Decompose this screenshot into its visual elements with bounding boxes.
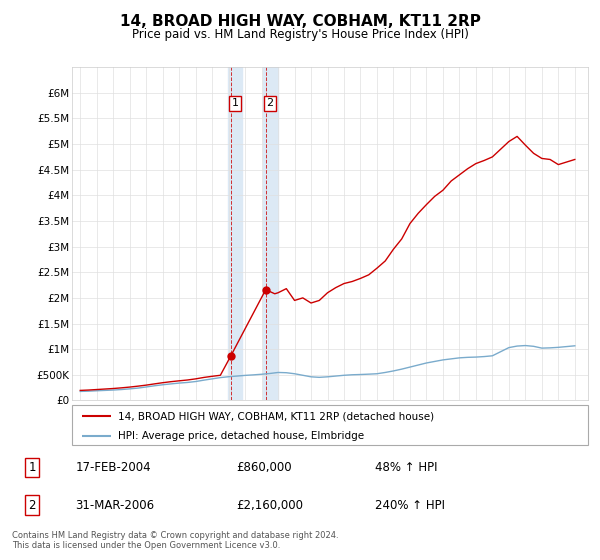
Text: 14, BROAD HIGH WAY, COBHAM, KT11 2RP: 14, BROAD HIGH WAY, COBHAM, KT11 2RP <box>119 14 481 29</box>
Text: HPI: Average price, detached house, Elmbridge: HPI: Average price, detached house, Elmb… <box>118 431 365 441</box>
Text: Price paid vs. HM Land Registry's House Price Index (HPI): Price paid vs. HM Land Registry's House … <box>131 28 469 41</box>
Bar <box>227 67 242 400</box>
Text: £860,000: £860,000 <box>236 461 292 474</box>
Text: 2: 2 <box>28 499 36 512</box>
Text: 240% ↑ HPI: 240% ↑ HPI <box>375 499 445 512</box>
Text: 2: 2 <box>266 98 274 108</box>
Text: Contains HM Land Registry data © Crown copyright and database right 2024.
This d: Contains HM Land Registry data © Crown c… <box>12 531 338 550</box>
Text: 1: 1 <box>232 98 239 108</box>
Text: 14, BROAD HIGH WAY, COBHAM, KT11 2RP (detached house): 14, BROAD HIGH WAY, COBHAM, KT11 2RP (de… <box>118 411 434 421</box>
Text: £2,160,000: £2,160,000 <box>236 499 304 512</box>
Text: 1: 1 <box>28 461 36 474</box>
Text: 17-FEB-2004: 17-FEB-2004 <box>76 461 151 474</box>
Bar <box>263 67 278 400</box>
Text: 31-MAR-2006: 31-MAR-2006 <box>76 499 154 512</box>
Text: 48% ↑ HPI: 48% ↑ HPI <box>375 461 437 474</box>
